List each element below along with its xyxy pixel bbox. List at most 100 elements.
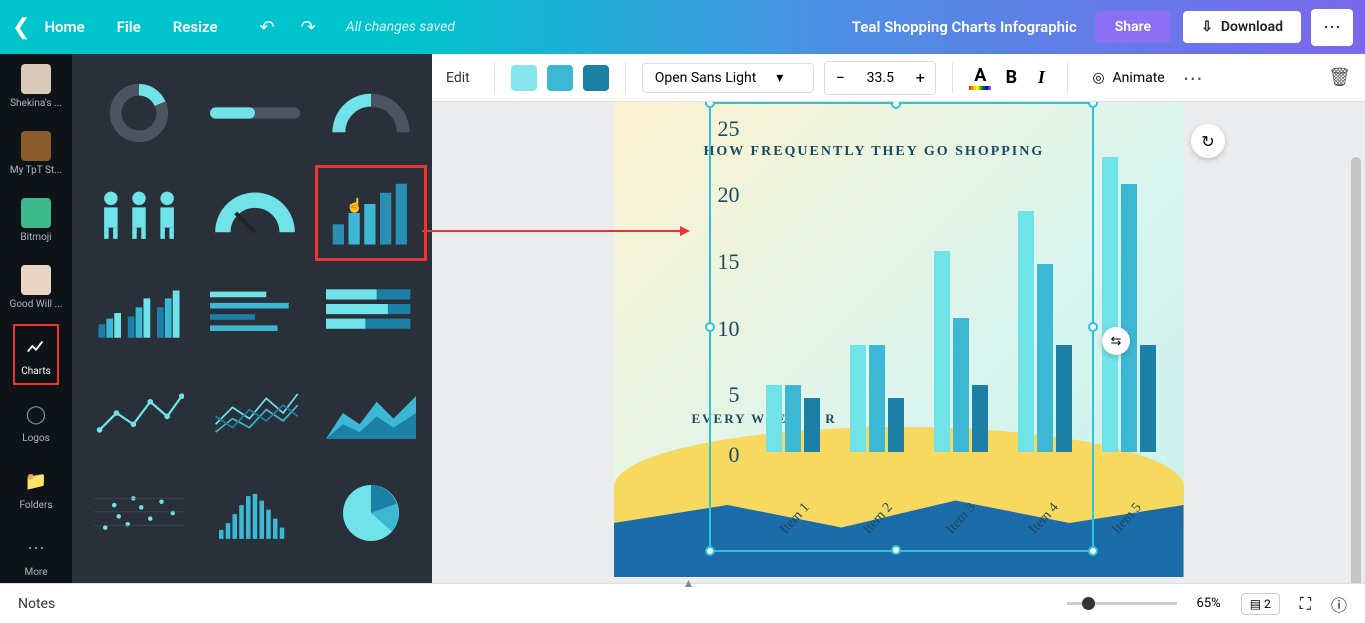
color-swatch-1[interactable] xyxy=(511,65,537,91)
edit-button[interactable]: Edit xyxy=(446,70,470,86)
canvas-area: Edit Open Sans Light ▾ − 33.5 + A B I ◎An… xyxy=(432,54,1365,583)
resize-handle[interactable] xyxy=(1088,322,1098,332)
toolbar-more-icon[interactable]: ⋯ xyxy=(1183,66,1204,90)
thumb-people[interactable] xyxy=(86,168,192,258)
undo-icon[interactable]: ↶ xyxy=(260,17,275,38)
fullscreen-icon[interactable]: ⛶ xyxy=(1300,594,1311,614)
cursor-icon: ☝ xyxy=(346,198,363,214)
canvas-viewport[interactable]: HOW FREQUENTLY THEY GO SHOPPING EVERY WE… xyxy=(432,102,1365,583)
rail-app-goodwill[interactable]: Good Will ... xyxy=(10,265,63,310)
page-indicator[interactable]: ▤ 2 xyxy=(1241,593,1280,615)
menu-resize[interactable]: Resize xyxy=(173,18,218,36)
bar[interactable] xyxy=(1102,157,1118,452)
text-color-button[interactable]: A xyxy=(969,65,991,90)
rail-label: Folders xyxy=(19,500,52,511)
animate-label: Animate xyxy=(1113,70,1165,86)
rail-app-shekinas[interactable]: Shekina's ... xyxy=(10,64,62,109)
expand-notes-icon[interactable]: ▲ xyxy=(683,576,695,590)
left-rail: Shekina's ... My TpT St... Bitmoji Good … xyxy=(0,54,72,583)
bottom-right-group: 65% ▤ 2 ⛶ ⓘ xyxy=(1067,592,1347,616)
delete-icon[interactable]: 🗑 xyxy=(1328,67,1351,88)
thumb-area[interactable] xyxy=(318,368,424,458)
chevron-down-icon: ▾ xyxy=(776,70,783,86)
redo-icon[interactable]: ↷ xyxy=(301,17,316,38)
animate-button[interactable]: ◎Animate xyxy=(1084,70,1172,86)
help-icon[interactable]: ⓘ xyxy=(1331,592,1347,616)
resize-handle[interactable] xyxy=(1088,546,1098,556)
download-label: Download xyxy=(1221,19,1283,35)
divider xyxy=(952,63,953,93)
download-button[interactable]: ⇩ Download xyxy=(1183,11,1301,43)
menu-file[interactable]: File xyxy=(117,18,141,36)
design-page[interactable]: HOW FREQUENTLY THEY GO SHOPPING EVERY WE… xyxy=(614,102,1184,577)
resize-handle[interactable] xyxy=(891,102,901,109)
chart-thumbnails: ☝ xyxy=(86,68,418,558)
font-name-label: Open Sans Light xyxy=(655,70,757,86)
color-swatch-3[interactable] xyxy=(583,65,609,91)
charts-side-panel: ☝ ◀ xyxy=(72,54,432,583)
bar-group[interactable] xyxy=(1090,112,1168,452)
zoom-percent[interactable]: 65% xyxy=(1197,596,1221,611)
color-swatch-2[interactable] xyxy=(547,65,573,91)
thumb-line-multi[interactable] xyxy=(202,368,308,458)
resize-handle[interactable] xyxy=(891,545,901,555)
divider xyxy=(1067,63,1068,93)
resize-handle[interactable] xyxy=(705,102,715,108)
divider xyxy=(494,63,495,93)
document-title[interactable]: Teal Shopping Charts Infographic xyxy=(852,18,1077,36)
sync-button[interactable]: ⇆ xyxy=(1102,327,1130,355)
increase-size-icon[interactable]: + xyxy=(905,68,935,87)
rail-label: Logos xyxy=(22,433,50,444)
resize-handle[interactable] xyxy=(1088,102,1098,108)
thumb-gauge-half[interactable] xyxy=(318,68,424,158)
zoom-slider[interactable] xyxy=(1067,602,1177,605)
thumb-pie[interactable] xyxy=(318,468,424,558)
rail-app-tpt[interactable]: My TpT St... xyxy=(10,131,62,176)
scrollbar-thumb[interactable] xyxy=(1351,157,1361,583)
rail-label: Good Will ... xyxy=(10,299,63,310)
rail-label: Bitmoji xyxy=(20,232,51,243)
thumb-donut[interactable] xyxy=(86,68,192,158)
rail-logos[interactable]: ◯Logos xyxy=(21,399,51,444)
rail-more[interactable]: ⋯More xyxy=(21,533,51,578)
thumb-hbar-thin[interactable] xyxy=(202,268,308,358)
share-button[interactable]: Share xyxy=(1095,11,1171,43)
bar[interactable] xyxy=(1121,184,1137,452)
selection-outline[interactable] xyxy=(709,102,1094,552)
font-size-stepper[interactable]: − 33.5 + xyxy=(824,61,936,95)
thumb-speedometer[interactable] xyxy=(202,168,308,258)
page-count: 2 xyxy=(1264,597,1271,611)
zoom-knob[interactable] xyxy=(1082,597,1095,610)
back-arrow-icon[interactable]: ❮ xyxy=(12,15,30,40)
rail-folders[interactable]: 📁Folders xyxy=(19,466,52,511)
bold-button[interactable]: B xyxy=(1001,67,1021,88)
rail-charts[interactable]: Charts xyxy=(21,332,51,377)
bottom-bar: ▲ Notes 65% ▤ 2 ⛶ ⓘ xyxy=(0,583,1365,623)
vertical-scrollbar[interactable] xyxy=(1351,157,1361,575)
rail-label: More xyxy=(24,567,47,578)
download-icon: ⇩ xyxy=(1201,19,1213,35)
italic-button[interactable]: I xyxy=(1031,67,1051,88)
font-size-value[interactable]: 33.5 xyxy=(855,70,905,86)
menu-home[interactable]: Home xyxy=(44,18,84,36)
thumb-bar-chart-selected[interactable]: ☝ xyxy=(318,168,424,258)
font-family-select[interactable]: Open Sans Light ▾ xyxy=(642,63,815,93)
annotation-arrow xyxy=(422,230,682,232)
thumb-line-single[interactable] xyxy=(86,368,192,458)
thumb-histogram[interactable] xyxy=(202,468,308,558)
rail-app-bitmoji[interactable]: Bitmoji xyxy=(20,198,51,243)
rail-label: Charts xyxy=(21,366,51,377)
thumb-progress[interactable] xyxy=(202,68,308,158)
decrease-size-icon[interactable]: − xyxy=(825,68,855,87)
bar[interactable] xyxy=(1140,345,1156,452)
thumb-grouped-bars[interactable] xyxy=(86,268,192,358)
undo-redo-group: ↶ ↷ xyxy=(260,17,316,38)
notes-button[interactable]: Notes xyxy=(18,596,55,612)
resize-handle[interactable] xyxy=(705,322,715,332)
header-more-icon[interactable]: ⋯ xyxy=(1311,9,1353,46)
thumb-hbar-stacked[interactable] xyxy=(318,268,424,358)
resize-handle[interactable] xyxy=(705,546,715,556)
thumb-scatter[interactable] xyxy=(86,468,192,558)
top-header: ❮ Home File Resize ↶ ↷ All changes saved… xyxy=(0,0,1365,54)
refresh-button[interactable]: ↻ xyxy=(1191,124,1225,158)
